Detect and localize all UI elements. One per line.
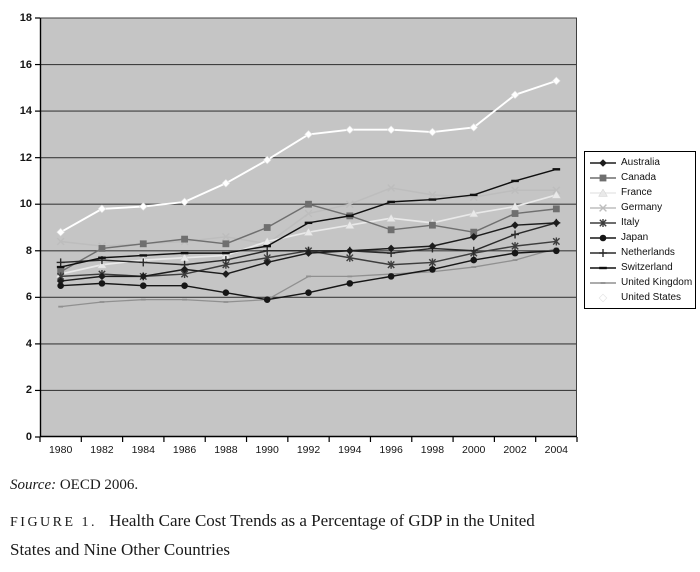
plot-area (35, 17, 578, 442)
source-text: OECD 2006. (59, 477, 139, 493)
caption-figure-number: FIGURE 1. (10, 515, 98, 530)
y-axis-label-18: 18 (19, 12, 32, 24)
legend-item-switzerland: Switzerland (589, 260, 693, 275)
x-axis-label-1996: 1996 (379, 444, 403, 456)
x-axis-label-1980: 1980 (48, 444, 73, 456)
legend-item-united-states: United States (589, 290, 693, 305)
x-axis-label-1986: 1986 (172, 444, 197, 456)
legend-label: United Kingdom (621, 277, 693, 288)
caption-line1: Health Care Cost Trends as a Percentage … (109, 511, 535, 530)
source-label: Source: (10, 477, 57, 493)
diamond-marker-icon (590, 158, 616, 167)
legend-label: Japan (621, 232, 649, 243)
dash-marker-icon (590, 266, 616, 269)
y-axis-label-2: 2 (25, 384, 32, 397)
x-axis-label-1992: 1992 (296, 444, 321, 456)
x-axis-label-2002: 2002 (503, 444, 527, 456)
legend-item-australia: Australia (589, 155, 693, 170)
x-axis-label-1984: 1984 (131, 444, 155, 456)
legend-label: France (621, 187, 653, 198)
diamond-open-marker-icon (590, 293, 616, 302)
circle-marker-icon (590, 234, 616, 241)
legend-item-united-kingdom: United Kingdom (589, 275, 693, 290)
legend-item-france: France (589, 185, 693, 200)
y-axis-label-14: 14 (19, 105, 32, 118)
series-japan (57, 247, 560, 303)
legend-label: Italy (621, 217, 640, 228)
y-axis-label-16: 16 (19, 58, 32, 71)
legend-item-canada: Canada (589, 170, 693, 185)
figure-caption: FIGURE 1. Health Care Cost Trends as a Pe… (10, 507, 694, 563)
x-axis-label-1982: 1982 (90, 444, 114, 456)
x-axis-label-1988: 1988 (214, 444, 238, 456)
asterisk-marker-icon (590, 218, 616, 227)
legend-label: Switzerland (621, 262, 673, 273)
legend-item-germany: Germany (589, 200, 693, 215)
series-united-states (56, 76, 561, 237)
y-axis-label-4: 4 (25, 337, 32, 350)
y-axis-label-0: 0 (25, 431, 32, 443)
legend-label: Australia (621, 157, 660, 168)
series-australia (56, 219, 561, 285)
x-axis-label-1990: 1990 (255, 444, 279, 456)
x-axis-label-2000: 2000 (462, 444, 486, 456)
square-marker-icon (590, 174, 616, 181)
legend-item-japan: Japan (589, 230, 693, 245)
y-axis-label-8: 8 (25, 244, 32, 257)
caption-line2: States and Nine Other Countries (10, 540, 231, 559)
x-axis-label-2004: 2004 (544, 444, 569, 456)
y-axis-label-12: 12 (19, 151, 32, 164)
legend: Australia Canada France Germany Italy Japan Ne… (584, 151, 696, 309)
legend-label: Netherlands (621, 247, 675, 258)
y-axis-label-6: 6 (25, 291, 32, 304)
legend-label: Germany (621, 202, 663, 213)
x-axis-label-1998: 1998 (420, 444, 445, 456)
legend-label: Canada (621, 172, 657, 183)
y-axis-label-10: 10 (19, 198, 32, 211)
x-axis-label-1994: 1994 (338, 444, 362, 456)
plus-marker-icon (590, 248, 616, 257)
legend-label: United States (621, 292, 682, 303)
x-marker-icon (590, 203, 616, 212)
plot-background (40, 18, 577, 437)
source-note: Source: OECD 2006. (10, 477, 138, 494)
tick-marker-icon (590, 281, 616, 284)
triangle-marker-icon (590, 188, 616, 197)
legend-item-netherlands: Netherlands (589, 245, 693, 260)
series-switzerland (56, 168, 561, 269)
legend-item-italy: Italy (589, 215, 693, 230)
